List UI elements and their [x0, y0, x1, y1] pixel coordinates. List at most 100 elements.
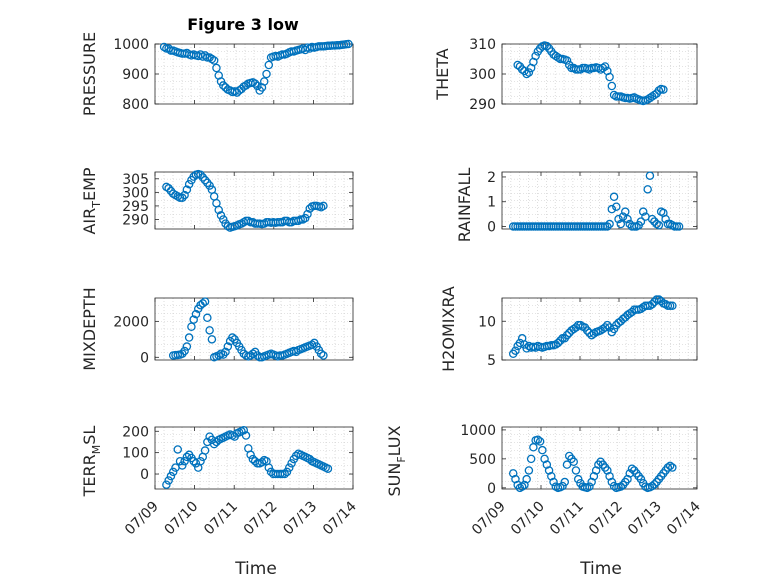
data-point — [248, 349, 258, 358]
data-point — [650, 90, 659, 100]
y-tick-label: 300 — [122, 185, 149, 201]
data-point — [159, 42, 169, 52]
data-point — [212, 63, 221, 73]
figure-title: Figure 3 low — [187, 15, 299, 34]
data-point — [616, 219, 626, 229]
data-point — [209, 439, 219, 449]
y-tick-label: 305 — [122, 172, 149, 188]
data-point — [589, 329, 599, 338]
data-point — [200, 175, 210, 185]
data-point — [280, 469, 289, 479]
y-tick-label: 2000 — [113, 314, 149, 330]
data-point — [344, 39, 353, 49]
data-point — [569, 457, 578, 467]
data-point — [189, 315, 198, 324]
data-point — [282, 467, 292, 477]
data-point — [205, 181, 214, 190]
y-tick-label: 310 — [469, 37, 496, 53]
data-point — [524, 466, 534, 475]
data-point — [246, 450, 255, 460]
data-point — [571, 466, 581, 475]
data-point — [164, 476, 173, 485]
data-point — [200, 297, 210, 306]
data-point — [191, 309, 201, 319]
data-point — [573, 474, 583, 484]
data-point — [166, 471, 176, 481]
data-point — [300, 45, 310, 55]
y-tick-label: 0 — [487, 220, 496, 236]
y-axis-label: THETA — [433, 48, 452, 100]
data-point — [319, 201, 328, 211]
data-point — [582, 326, 592, 335]
data-point — [241, 81, 251, 90]
data-point — [257, 458, 267, 467]
y-axis-label: H2OMIXRA — [439, 286, 458, 372]
data-point — [198, 173, 208, 182]
data-points — [168, 297, 328, 362]
data-point — [178, 349, 187, 358]
data-point — [223, 342, 233, 351]
data-point — [636, 217, 646, 226]
data-point — [241, 431, 251, 440]
data-point — [627, 464, 637, 473]
data-point — [513, 60, 522, 70]
y-tick-label: 0 — [140, 467, 149, 483]
data-point — [600, 62, 610, 71]
data-point — [291, 347, 301, 357]
data-point — [239, 425, 249, 435]
x-axis-label-left: Time — [234, 559, 277, 579]
y-axis-label: SUNFLUX — [385, 425, 408, 496]
data-point — [614, 214, 623, 224]
y-tick-label: 2 — [487, 170, 496, 186]
data-point — [607, 204, 617, 214]
data-point — [262, 69, 271, 79]
data-point — [307, 340, 317, 349]
data-point — [650, 480, 659, 489]
data-point — [533, 435, 543, 444]
data-point — [296, 215, 305, 224]
axes-frame — [154, 297, 354, 361]
data-point — [250, 79, 260, 88]
y-tick-label: 5 — [487, 353, 496, 369]
data-point — [623, 214, 632, 224]
data-point — [553, 338, 563, 348]
data-point — [178, 461, 187, 470]
data-point — [616, 482, 626, 491]
data-point — [612, 202, 621, 211]
data-point — [300, 213, 310, 223]
data-point — [517, 482, 527, 491]
data-point — [668, 301, 677, 310]
axes-frame — [501, 297, 698, 361]
data-point — [214, 205, 223, 215]
data-point — [219, 215, 228, 224]
axes-frame — [501, 426, 698, 490]
data-point — [511, 346, 520, 355]
data-point — [605, 72, 614, 82]
data-point — [175, 193, 185, 203]
data-point — [531, 51, 540, 61]
data-point — [621, 207, 630, 216]
data-point — [182, 185, 192, 194]
pressure-axes: 800 900 1000 PRESSURE — [80, 32, 354, 116]
data-point — [253, 459, 262, 468]
data-points — [513, 41, 668, 106]
data-point — [674, 222, 684, 231]
data-point — [659, 85, 668, 94]
data-point — [184, 333, 194, 342]
rainfall-axes: 0 1 2 RAINFALL — [455, 168, 698, 242]
data-point — [180, 456, 189, 466]
data-point — [560, 477, 570, 487]
data-point — [184, 179, 194, 189]
axes-frame — [154, 426, 354, 490]
data-point — [526, 454, 536, 464]
data-point — [175, 456, 185, 466]
data-point — [182, 452, 192, 462]
data-point — [164, 184, 173, 193]
data-point — [182, 342, 192, 351]
data-point — [562, 330, 572, 340]
grid — [502, 172, 697, 229]
data-point — [647, 214, 657, 224]
data-point — [219, 81, 228, 90]
data-point — [562, 56, 572, 65]
